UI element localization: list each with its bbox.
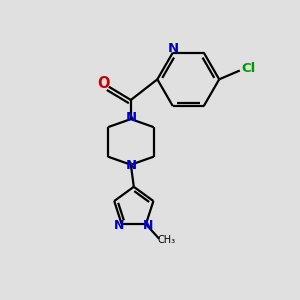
Text: N: N	[167, 42, 178, 55]
Text: Cl: Cl	[241, 61, 255, 75]
Text: O: O	[97, 76, 110, 91]
Text: CH₃: CH₃	[158, 235, 175, 245]
Text: N: N	[126, 111, 137, 124]
Text: N: N	[143, 219, 153, 232]
Text: N: N	[126, 159, 137, 172]
Text: N: N	[114, 219, 124, 232]
